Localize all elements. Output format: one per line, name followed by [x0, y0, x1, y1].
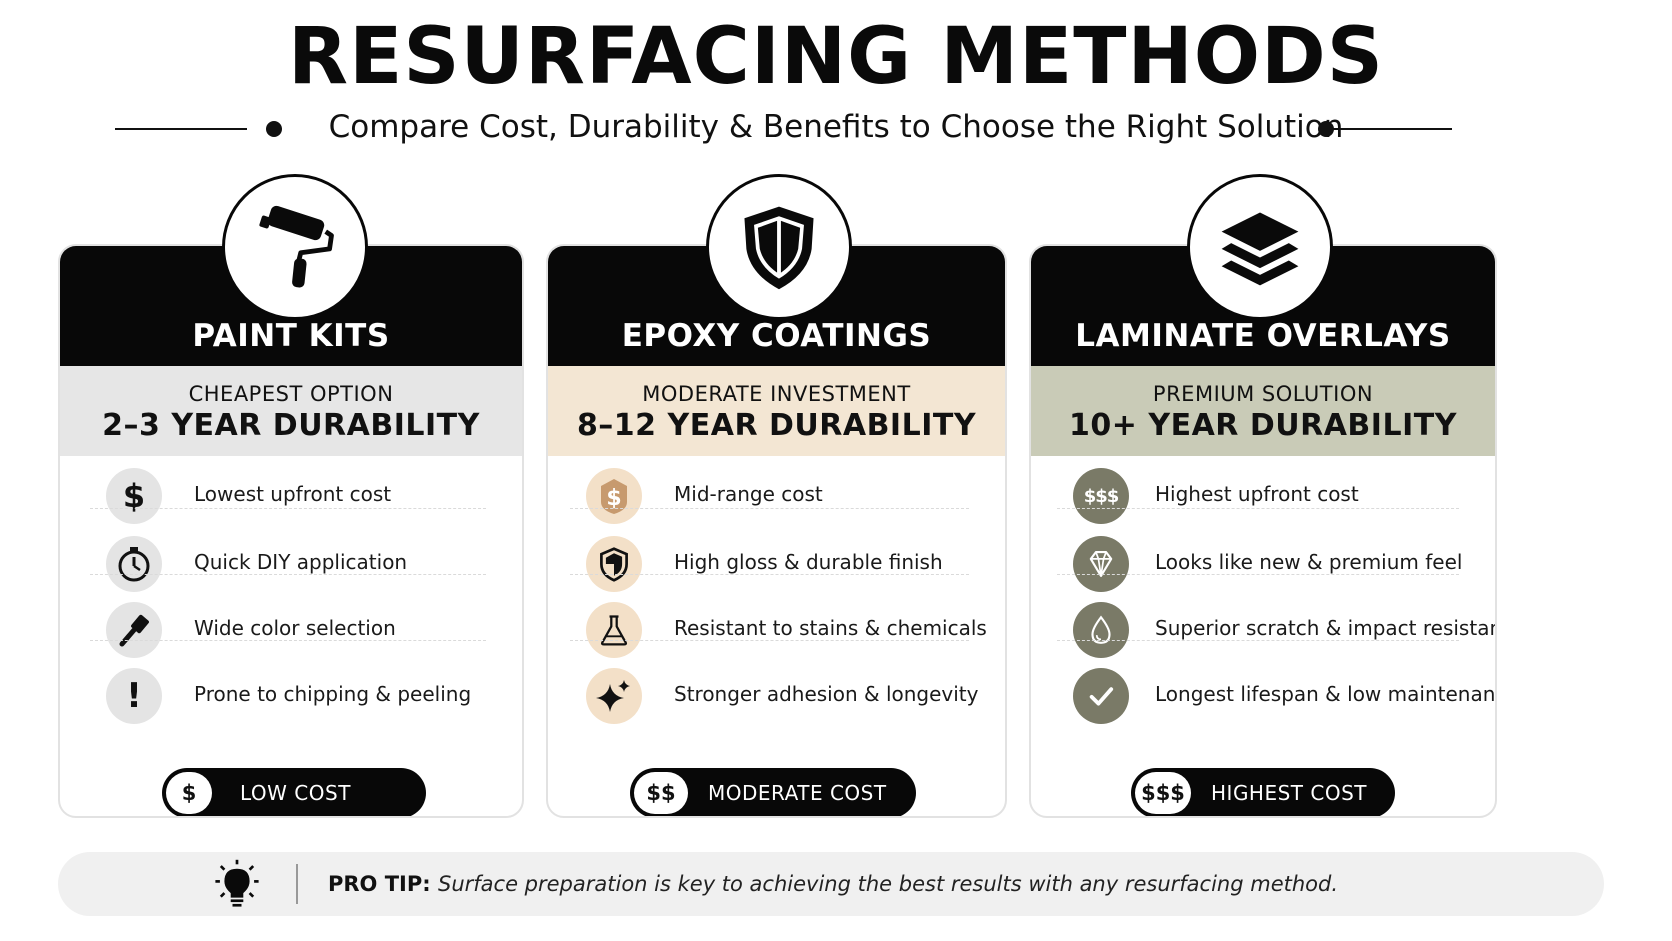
feature-text: Wide color selection: [194, 616, 396, 640]
dollar-icon: $: [586, 468, 642, 524]
checkmark-icon: [1073, 668, 1129, 724]
diamond-icon: [1073, 536, 1129, 592]
feature-item: Superior scratch & impact resistance: [1057, 594, 1495, 666]
sparkle-icon: [586, 668, 642, 724]
divider-dot-left: [266, 121, 282, 137]
exclamation-icon: !: [106, 668, 162, 724]
durability-band: PREMIUM SOLUTION 10+ YEAR DURABILITY: [1031, 366, 1495, 456]
feature-text: Highest upfront cost: [1155, 482, 1359, 506]
tip-text: Surface preparation is key to achieving …: [438, 872, 1339, 896]
cost-pill: $$$ HIGHEST COST: [1131, 768, 1395, 816]
feature-text: Lowest upfront cost: [194, 482, 392, 506]
feature-divider: [1057, 508, 1459, 509]
feature-item: Looks like new & premium feel: [1057, 528, 1475, 600]
feature-item: Quick DIY application: [90, 528, 492, 600]
cost-label: HIGHEST COST: [1211, 781, 1367, 805]
shield-icon: [706, 174, 852, 320]
feature-item: Resistant to stains & chemicals: [570, 594, 987, 666]
band-subtitle: CHEAPEST OPTION: [188, 382, 394, 406]
page-title: RESURFACING METHODS: [288, 12, 1384, 102]
feature-divider: [90, 640, 486, 641]
card-title: LAMINATE OVERLAYS: [1075, 318, 1451, 354]
shield-icon: [586, 536, 642, 592]
cost-symbol: $$: [634, 772, 688, 814]
card-paint-kits: PAINT KITS CHEAPEST OPTION 2–3 YEAR DURA…: [58, 244, 524, 818]
feature-item: ! Prone to chipping & peeling: [90, 660, 492, 732]
triple-dollar-icon: $$$: [1073, 468, 1129, 524]
durability-band: MODERATE INVESTMENT 8–12 YEAR DURABILITY: [548, 366, 1005, 456]
feature-item: $$$ Highest upfront cost: [1057, 460, 1475, 532]
feature-item: Stronger adhesion & longevity: [570, 660, 979, 732]
timer-icon: [106, 536, 162, 592]
card-title: PAINT KITS: [192, 318, 390, 354]
feature-text: Prone to chipping & peeling: [194, 682, 472, 706]
svg-text:$: $: [606, 486, 621, 511]
band-subtitle: PREMIUM SOLUTION: [1152, 382, 1374, 406]
droplet-icon: [1073, 602, 1129, 658]
feature-divider: [90, 508, 486, 509]
feature-item: $ Mid-range cost: [570, 460, 975, 532]
cost-symbol: $: [166, 772, 212, 814]
feature-text: Superior scratch & impact resistance: [1155, 616, 1497, 640]
feature-item: Wide color selection: [90, 594, 492, 666]
feature-item: High gloss & durable finish: [570, 528, 975, 600]
paint-roller-icon: [222, 174, 368, 320]
subtitle-row: Compare Cost, Durability & Benefits to C…: [0, 105, 1672, 153]
brush-icon: [106, 602, 162, 658]
tip-divider: [296, 864, 298, 904]
pro-tip-bar: PRO TIP: Surface preparation is key to a…: [58, 852, 1604, 916]
cost-pill: $$ MODERATE COST: [630, 768, 916, 816]
feature-text: Longest lifespan & low maintenance: [1155, 682, 1497, 706]
divider-dot-right: [1318, 121, 1334, 137]
flask-icon: [586, 602, 642, 658]
feature-item: $ Lowest upfront cost: [90, 460, 492, 532]
page-subtitle: Compare Cost, Durability & Benefits to C…: [328, 109, 1344, 145]
feature-text: Looks like new & premium feel: [1155, 550, 1463, 574]
layers-icon: [1187, 174, 1333, 320]
feature-text: Mid-range cost: [674, 482, 823, 506]
card-title: EPOXY COATINGS: [621, 318, 932, 354]
tip-label: PRO TIP:: [328, 872, 431, 896]
feature-divider: [1057, 640, 1459, 641]
card-epoxy-coatings: EPOXY COATINGS MODERATE INVESTMENT 8–12 …: [546, 244, 1007, 818]
divider-line-right: [1332, 128, 1452, 130]
feature-divider: [90, 574, 486, 575]
feature-divider: [570, 508, 969, 509]
band-durability: 2–3 YEAR DURABILITY: [102, 408, 480, 443]
cost-label: LOW COST: [240, 781, 351, 805]
cost-symbol: $$$: [1135, 772, 1191, 814]
feature-text: Resistant to stains & chemicals: [674, 616, 987, 640]
band-subtitle: MODERATE INVESTMENT: [642, 382, 911, 406]
durability-band: CHEAPEST OPTION 2–3 YEAR DURABILITY: [60, 366, 522, 456]
feature-divider: [570, 640, 969, 641]
cost-pill: $ LOW COST: [162, 768, 426, 816]
band-durability: 8–12 YEAR DURABILITY: [576, 408, 977, 443]
feature-item: Longest lifespan & low maintenance: [1057, 660, 1495, 732]
feature-text: Quick DIY application: [194, 550, 408, 574]
cost-label: MODERATE COST: [708, 781, 887, 805]
band-durability: 10+ YEAR DURABILITY: [1069, 408, 1457, 443]
dollar-icon: $: [106, 468, 162, 524]
feature-text: High gloss & durable finish: [674, 550, 943, 574]
lightbulb-icon: [210, 858, 264, 912]
divider-line-left: [115, 128, 247, 130]
card-laminate-overlays: LAMINATE OVERLAYS PREMIUM SOLUTION 10+ Y…: [1029, 244, 1497, 818]
feature-divider: [1057, 574, 1459, 575]
feature-text: Stronger adhesion & longevity: [674, 682, 979, 706]
feature-divider: [570, 574, 969, 575]
